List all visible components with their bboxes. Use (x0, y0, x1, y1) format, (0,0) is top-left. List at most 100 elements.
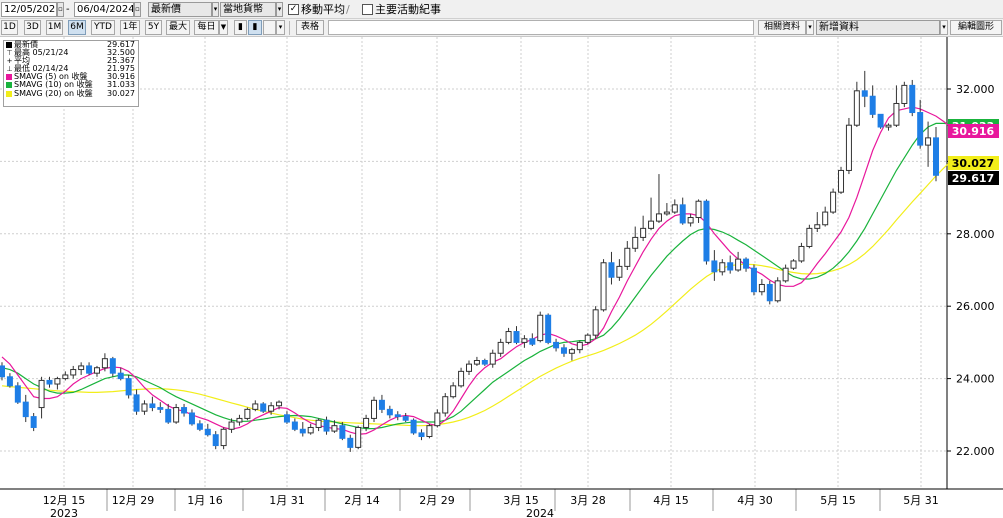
moving-average-label: 移動平均 (301, 3, 345, 16)
candle-down (299, 428, 306, 434)
frequency-select[interactable]: 每日 (194, 20, 219, 35)
legend-high: ⊤ 最高 05/21/24 32.500 (4, 48, 138, 58)
x-tick-label: 1月 16 (187, 494, 223, 507)
candle-down (766, 283, 773, 302)
plot-background (0, 37, 947, 489)
bar-chart-icon[interactable]: ▮ (248, 20, 262, 35)
price-chart[interactable]: 22.00024.00026.00028.00030.00032.00012月 … (0, 37, 1003, 518)
candle-down (46, 379, 53, 385)
candle-up (141, 403, 148, 412)
line-chart-icon[interactable] (263, 20, 276, 35)
x-tick-label: 5月 15 (820, 494, 856, 507)
range-max-button[interactable]: 最大 (166, 20, 190, 35)
candle-down (917, 112, 924, 146)
candle-up (363, 417, 370, 428)
latest-price-marker-icon (6, 42, 12, 48)
candle-down (386, 408, 393, 416)
range-3d-button[interactable]: 3D (24, 20, 41, 35)
end-date-picker-icon[interactable]: ▫ (134, 2, 141, 17)
range-1m-button[interactable]: 1M (46, 20, 63, 35)
legend-sma5: SMAVG (5) on 收盤 30.916 (4, 73, 138, 81)
candle-up (838, 169, 845, 193)
candle-down (133, 394, 140, 412)
candle-up (758, 283, 765, 293)
candle-up (371, 399, 378, 419)
candle-up (648, 220, 655, 229)
moving-average-checkbox[interactable]: ✓ (288, 4, 299, 15)
range-5y-button[interactable]: 5Y (145, 20, 162, 35)
events-checkbox[interactable] (362, 4, 373, 15)
legend-value: 21.975 (107, 64, 135, 74)
candle-down (727, 262, 734, 271)
candle-down (6, 376, 13, 387)
currency-dropdown-icon[interactable]: ▾ (276, 2, 283, 17)
candle-up (497, 341, 504, 354)
candle-up (632, 236, 639, 249)
candle-down (750, 267, 757, 293)
events-label: 主要活動紀事 (375, 3, 441, 16)
candle-up (624, 247, 631, 267)
range-1y-button[interactable]: 1年 (120, 20, 140, 35)
edit-chart-button[interactable]: 編輯圖形 (950, 20, 1002, 35)
price-tag (948, 124, 999, 138)
legend-sma10: SMAVG (10) on 收盤 31.033 (4, 81, 138, 89)
candle-down (711, 260, 718, 273)
legend-value: 31.033 (107, 80, 135, 90)
candle-up (782, 267, 789, 282)
candle-up (93, 367, 100, 374)
candle-up (244, 408, 251, 419)
candle-down (909, 84, 916, 114)
pencil-icon[interactable]: / (346, 3, 350, 16)
candle-up (442, 396, 449, 414)
currency-select[interactable]: 當地貨幣 (220, 2, 276, 17)
candle-up (885, 124, 892, 128)
candle-up (307, 426, 314, 434)
legend-latest-price: 最新價 29.617 (4, 40, 138, 49)
related-data-button[interactable]: 相關資料 (758, 20, 806, 35)
candle-up (735, 258, 742, 271)
x-tick-label: 12月 29 (112, 494, 155, 507)
x-tick-label: 1月 31 (269, 494, 305, 507)
add-data-dropdown-icon[interactable]: ▾ (940, 20, 948, 35)
candle-up (505, 331, 512, 343)
frequency-dropdown-icon[interactable]: ▼ (219, 20, 228, 35)
range-1d-button[interactable]: 1D (1, 20, 18, 35)
chart-legend: 最新價 29.617 ⊤ 最高 05/21/24 32.500 + 平均 25.… (3, 40, 139, 107)
related-data-dropdown-icon[interactable]: ▾ (806, 20, 814, 35)
candle-down (0, 365, 5, 378)
candle-up (458, 370, 465, 387)
candle-up (901, 84, 908, 104)
candle-down (402, 416, 409, 421)
price-type-select[interactable]: 最新價 (148, 2, 212, 17)
legend-value: 30.027 (107, 88, 135, 98)
sma20-swatch-icon (6, 90, 12, 97)
start-date-picker-icon[interactable]: ▫ (57, 2, 64, 17)
x-tick-label: 5月 31 (903, 494, 939, 507)
candle-up (70, 369, 77, 376)
candle-down (204, 428, 211, 436)
add-data-field[interactable]: 新增資料 (816, 20, 940, 35)
candle-up (853, 90, 860, 126)
range-ytd-button[interactable]: YTD (91, 20, 115, 35)
candle-down (608, 262, 615, 278)
price-tag (948, 156, 999, 170)
legend-value: 25.367 (107, 56, 135, 66)
top-toolbar: 12/05/2023 ▫ - 06/04/2024 ▫ 最新價 ▾ 當地貨幣 ▾… (0, 0, 1003, 19)
candle-up (276, 401, 283, 407)
sma5-swatch-icon (6, 74, 12, 81)
candle-chart-icon[interactable]: ▮ (234, 20, 247, 35)
end-date-field[interactable]: 06/04/2024 (74, 2, 134, 17)
candle-up (592, 309, 599, 336)
candle-down (410, 419, 417, 434)
candle-up (845, 124, 852, 171)
chart-type-dropdown-icon[interactable]: ▾ (276, 20, 285, 35)
table-button[interactable]: 表格 (296, 20, 324, 35)
start-date-field[interactable]: 12/05/2023 (1, 2, 57, 17)
y-tick-label: 28.000 (956, 228, 995, 241)
candle-down (933, 137, 939, 176)
price-type-dropdown-icon[interactable]: ▾ (212, 2, 219, 17)
search-field[interactable] (328, 20, 754, 35)
range-6m-button[interactable]: 6M (68, 20, 86, 35)
legend-label: SMAVG (5) on 收盤 (14, 72, 88, 82)
legend-value: 32.500 (107, 48, 135, 58)
